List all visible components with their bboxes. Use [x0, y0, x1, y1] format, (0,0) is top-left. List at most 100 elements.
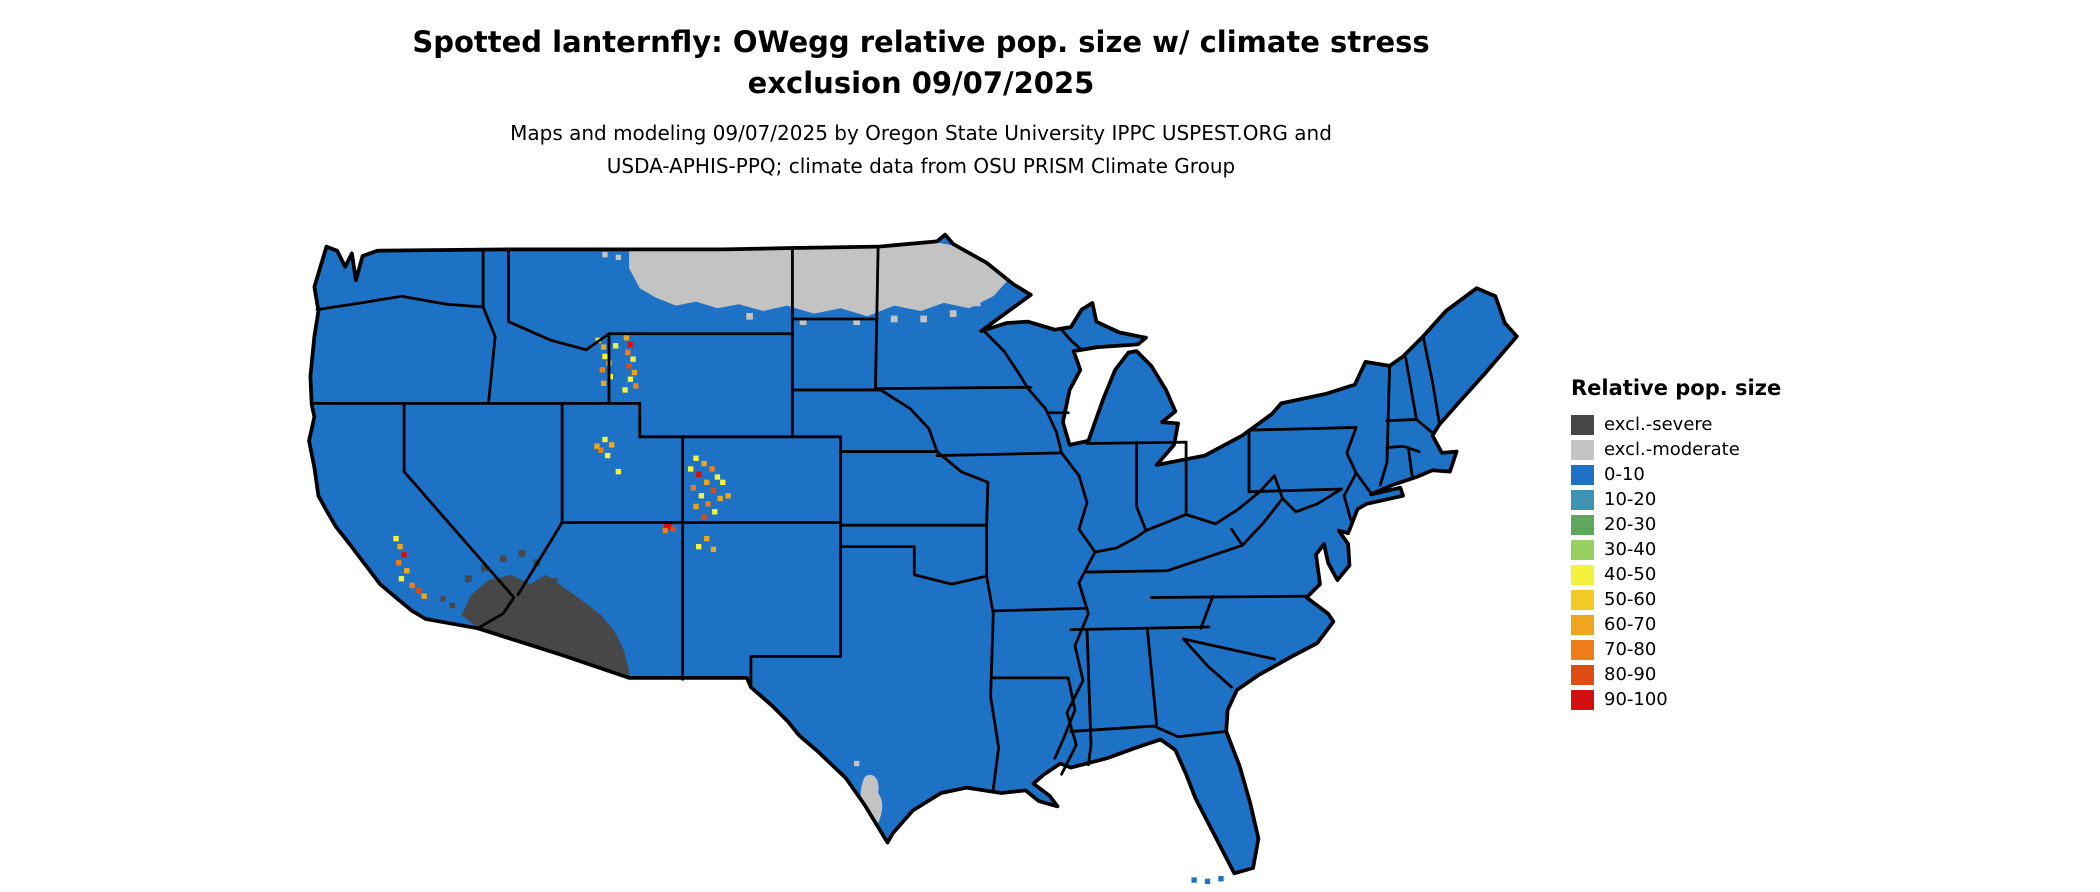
population-hotspot	[465, 575, 472, 583]
population-hotspot	[705, 501, 711, 507]
legend-label: 50-60	[1604, 589, 1657, 610]
legend-swatch	[1571, 689, 1594, 710]
legend-label: 90-100	[1604, 689, 1668, 710]
population-hotspot	[720, 479, 726, 486]
population-hotspot	[625, 349, 631, 356]
population-hotspot	[604, 452, 611, 459]
population-hotspot	[398, 576, 405, 582]
legend-label: excl.-severe	[1604, 414, 1713, 435]
population-hotspot	[701, 514, 707, 520]
population-hotspot	[421, 593, 427, 599]
legend-swatch	[1571, 489, 1594, 510]
population-hotspot	[622, 387, 628, 393]
population-hotspot	[630, 356, 636, 362]
population-hotspot	[409, 582, 415, 589]
population-hotspot	[670, 526, 676, 532]
population-hotspot	[393, 535, 399, 542]
legend-swatch	[1571, 614, 1594, 635]
page-title-line2: exclusion 09/07/2025	[747, 66, 1095, 100]
population-hotspot	[633, 383, 639, 389]
population-hotspot	[701, 460, 707, 467]
legend-label: 10-20	[1604, 489, 1657, 510]
population-hotspot	[690, 485, 697, 491]
population-hotspot	[799, 318, 807, 326]
legend-label: 0-10	[1604, 464, 1645, 485]
legend-swatch	[1571, 464, 1594, 485]
excl-severe-region-arizona	[461, 574, 630, 678]
legend-item: 30-40	[1571, 537, 2001, 562]
exclusion-regions	[461, 242, 1007, 831]
population-hotspot	[890, 315, 898, 323]
state-borders	[310, 245, 1441, 791]
legend-swatch	[1571, 414, 1594, 435]
population-hotspot	[594, 443, 600, 449]
population-hotspot	[746, 312, 753, 320]
population-hotspot	[612, 343, 619, 349]
population-hotspot	[710, 487, 717, 494]
population-hotspot	[949, 310, 957, 317]
population-hotspot	[599, 367, 605, 373]
legend: Relative pop. size excl.-severe excl.-mo…	[1571, 376, 2001, 712]
legend-swatch	[1571, 664, 1594, 685]
page-subtitle-line1: Maps and modeling 09/07/2025 by Oregon S…	[510, 121, 1332, 145]
population-hotspot	[693, 503, 699, 510]
population-hotspot	[973, 299, 981, 307]
population-hotspot	[615, 468, 622, 475]
population-hotspot	[693, 455, 699, 461]
page-title-line1: Spotted lanternfly: OWegg relative pop. …	[412, 25, 1430, 59]
population-hotspot	[709, 466, 715, 472]
legend-label: 40-50	[1604, 564, 1657, 585]
population-hotspots	[393, 252, 1224, 885]
population-hotspot	[853, 318, 861, 326]
population-hotspot	[698, 493, 705, 499]
population-hotspot	[598, 447, 604, 453]
population-hotspot	[623, 335, 630, 341]
legend-swatch	[1571, 439, 1594, 460]
population-hotspot	[687, 466, 694, 472]
population-hotspot	[717, 495, 723, 502]
population-hotspot	[600, 344, 607, 350]
legend-label: 80-90	[1604, 664, 1657, 685]
page-subtitle-line2: USDA-APHIS-PPQ; climate data from OSU PR…	[606, 154, 1236, 178]
population-hotspot	[602, 436, 608, 443]
legend-label: 20-30	[1604, 514, 1657, 535]
population-hotspot	[404, 568, 410, 574]
population-hotspot	[627, 341, 634, 348]
population-hotspot	[1218, 876, 1224, 882]
population-hotspot	[627, 376, 634, 382]
population-hotspot	[550, 578, 558, 585]
legend-item: 60-70	[1571, 612, 2001, 637]
us-map	[307, 232, 1519, 885]
population-hotspot	[401, 551, 407, 558]
population-hotspot	[602, 353, 608, 360]
legend-item: excl.-moderate	[1571, 437, 2001, 462]
population-hotspot	[696, 471, 702, 477]
population-hotspot	[1191, 877, 1197, 883]
population-hotspot	[449, 602, 455, 609]
population-hotspot	[396, 560, 402, 566]
excl-moderate-region-north	[629, 242, 1007, 317]
population-hotspot	[696, 543, 702, 550]
legend-item: 80-90	[1571, 662, 2001, 687]
legend-label: excl.-moderate	[1604, 439, 1740, 460]
legend-item: 50-60	[1571, 587, 2001, 612]
population-hotspot	[602, 252, 608, 258]
legend-item: 90-100	[1571, 687, 2001, 712]
population-hotspot	[608, 442, 615, 448]
population-hotspot	[712, 509, 718, 515]
population-hotspot	[416, 588, 422, 594]
legend-item: 40-50	[1571, 562, 2001, 587]
population-hotspot	[704, 535, 710, 542]
legend-label: 70-80	[1604, 639, 1657, 660]
population-hotspot	[710, 546, 717, 552]
chart-header: Spotted lanternfly: OWegg relative pop. …	[0, 22, 1842, 183]
legend-item: 70-80	[1571, 637, 2001, 662]
population-hotspot	[1204, 878, 1211, 885]
legend-label: 30-40	[1604, 539, 1657, 560]
population-hotspot	[600, 380, 607, 386]
population-hotspot	[626, 363, 632, 369]
legend-item: 0-10	[1571, 462, 2001, 487]
population-hotspot	[481, 564, 488, 572]
population-hotspot	[518, 549, 526, 557]
